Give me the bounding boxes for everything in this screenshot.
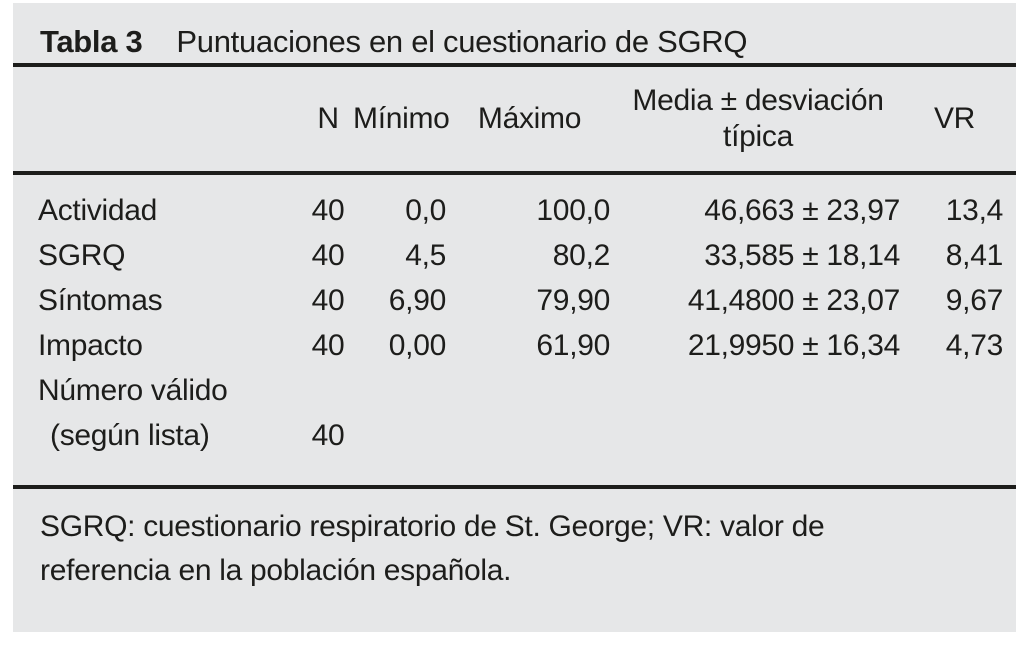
spacer	[13, 458, 1016, 485]
cell-maximo: 80,2	[552, 239, 611, 272]
table-row: (según lista) 40	[13, 413, 1016, 458]
column-header-empty	[13, 67, 303, 171]
cell-vr: 13,4	[945, 194, 1004, 227]
cell-vr: 4,73	[945, 329, 1004, 362]
cell-vr: 8,41	[945, 239, 1004, 272]
rule-above-footnote	[13, 485, 1016, 489]
cell-minimo: 6,90	[388, 284, 447, 317]
table-row: Impacto 40 0,00 61,90 21,9950 ± 16,34 4,…	[13, 323, 1016, 368]
row-label: SGRQ	[38, 239, 126, 272]
cell-n: 40	[311, 419, 345, 452]
row-label: Impacto	[38, 329, 143, 362]
table-caption-text: Puntuaciones en el cuestionario de SGRQ	[176, 24, 748, 59]
rule-below-caption	[13, 63, 1016, 67]
table-caption-label: Tabla 3	[40, 24, 143, 59]
cell-minimo: 0,0	[405, 194, 446, 227]
table-body: Actividad 40 0,0 100,0 46,663 ± 23,97 13…	[13, 175, 1016, 458]
table-panel: Tabla 3 Puntuaciones en el cuestionario d…	[13, 3, 1016, 632]
cell-maximo: 79,90	[536, 284, 610, 317]
cell-n: 40	[311, 284, 345, 317]
column-header-vr: VR	[933, 102, 976, 135]
column-header-maximo: Máximo	[477, 102, 582, 135]
row-label-numero-valido-line1: Número válido	[38, 374, 228, 407]
table-footnote: SGRQ: cuestionario respiratorio de St. G…	[40, 510, 825, 587]
cell-n: 40	[311, 239, 345, 272]
row-label-numero-valido-line2: (según lista)	[50, 419, 210, 452]
table-row: Número válido	[13, 368, 1016, 413]
column-header-minimo: Mínimo	[353, 102, 450, 135]
cell-vr: 9,67	[945, 284, 1004, 317]
table-row: Síntomas 40 6,90 79,90 41,4800 ± 23,07 9…	[13, 278, 1016, 323]
rule-below-header	[13, 171, 1016, 175]
cell-minimo: 4,5	[405, 239, 446, 272]
table-row: Actividad 40 0,0 100,0 46,663 ± 23,97 13…	[13, 175, 1016, 233]
table-caption: Tabla 3 Puntuaciones en el cuestionario d…	[13, 3, 1016, 63]
cell-media: 21,9950 ± 16,34	[687, 329, 900, 362]
cell-media: 33,585 ± 18,14	[704, 239, 900, 272]
cell-maximo: 100,0	[536, 194, 610, 227]
row-label: Síntomas	[38, 284, 163, 317]
cell-n: 40	[311, 329, 345, 362]
cell-minimo: 0,00	[388, 329, 447, 362]
cell-media: 46,663 ± 23,97	[704, 194, 900, 227]
column-header-media-desviacion: Media ± desviación típica	[632, 84, 884, 153]
column-header-n: N	[317, 102, 339, 135]
cell-maximo: 61,90	[536, 329, 610, 362]
row-label: Actividad	[38, 194, 158, 227]
table-row: SGRQ 40 4,5 80,2 33,585 ± 18,14 8,41	[13, 233, 1016, 278]
table-header: N Mínimo Máximo Media ± desviación típic…	[13, 67, 1016, 171]
cell-media: 41,4800 ± 23,07	[687, 284, 900, 317]
cell-n: 40	[311, 194, 345, 227]
